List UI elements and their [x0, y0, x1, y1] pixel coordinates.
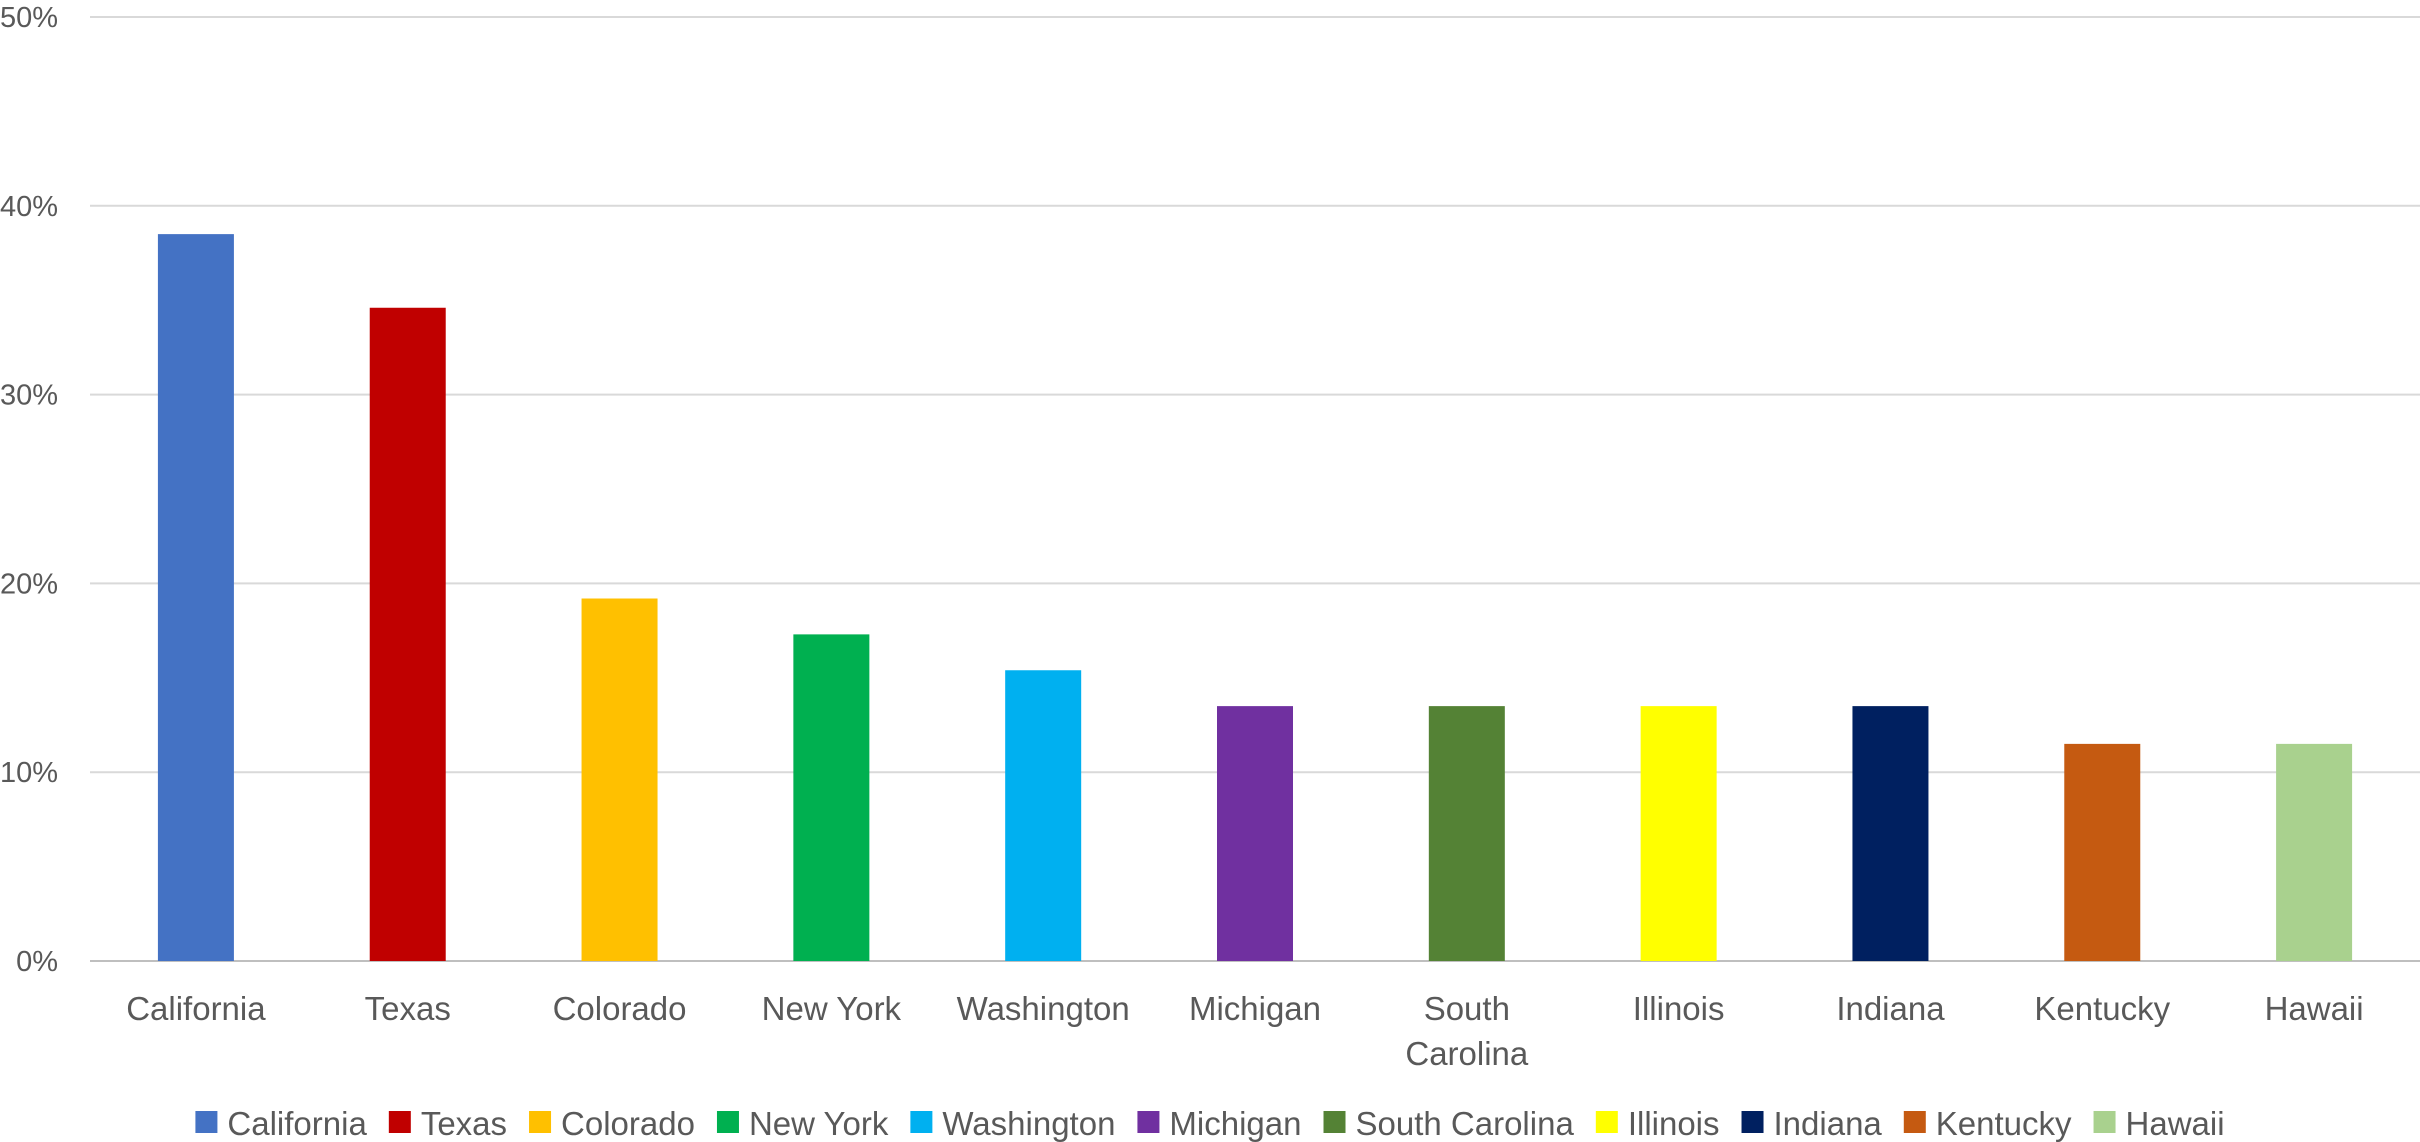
legend-item: Washington: [910, 1105, 1115, 1142]
legend-swatch: [1137, 1111, 1160, 1133]
y-tick-label: 30%: [0, 380, 58, 412]
bar: [1640, 706, 1717, 961]
bar: [793, 634, 870, 961]
y-tick-label: 40%: [0, 191, 58, 223]
x-tick-label: Texas: [365, 990, 451, 1027]
legend-label: California: [227, 1105, 367, 1142]
legend-swatch: [1741, 1111, 1764, 1133]
bar: [157, 234, 234, 961]
x-tick-label: Illinois: [1633, 990, 1725, 1027]
bar: [1005, 670, 1082, 961]
legend-swatch: [388, 1111, 411, 1133]
bar: [2064, 743, 2141, 961]
bars: [157, 234, 2353, 961]
legend-item: Colorado: [529, 1105, 695, 1142]
y-axis-tick-labels: 0% 10% 20% 30% 40% 50%: [0, 2, 58, 978]
legend-item: California: [195, 1105, 367, 1142]
x-tick-label: California: [126, 990, 266, 1027]
legend-item: South Carolina: [1323, 1105, 1575, 1142]
legend-label: Kentucky: [1936, 1105, 2072, 1142]
legend-label: Texas: [421, 1105, 507, 1142]
legend-item: Kentucky: [1903, 1105, 2072, 1142]
legend-label: Hawaii: [2126, 1105, 2225, 1142]
legend-label: Colorado: [561, 1105, 695, 1142]
y-tick-label: 0%: [16, 946, 58, 978]
legend-swatch: [1323, 1111, 1346, 1133]
legend-swatch: [195, 1111, 218, 1133]
bar: [1217, 706, 1293, 961]
legend-swatch: [716, 1111, 739, 1133]
y-tick-label: 20%: [0, 568, 58, 600]
bar: [1852, 706, 1929, 961]
x-tick-label: New York: [762, 990, 902, 1027]
legend-label: Washington: [942, 1105, 1115, 1142]
y-tick-label: 10%: [0, 757, 58, 789]
x-tick-label: South Carolina: [1405, 990, 1529, 1072]
bar: [2276, 743, 2353, 961]
x-tick-label: Hawaii: [2265, 990, 2364, 1027]
gridlines: [90, 16, 2420, 962]
legend-swatch: [910, 1111, 933, 1133]
legend-swatch: [2093, 1111, 2116, 1133]
legend-item: New York: [716, 1105, 889, 1142]
legend-label: Indiana: [1774, 1105, 1883, 1142]
x-axis-tick-labels: California Texas Colorado New York Washingto…: [126, 990, 2363, 1072]
x-tick-label: Michigan: [1189, 990, 1321, 1027]
x-tick-label: Kentucky: [2034, 990, 2170, 1027]
x-tick-label: Colorado: [553, 990, 687, 1027]
y-tick-label: 50%: [0, 2, 58, 34]
bar: [369, 307, 446, 961]
legend-item: Indiana: [1741, 1105, 1883, 1142]
legend-swatch: [1903, 1111, 1926, 1133]
legend-label: Michigan: [1169, 1105, 1301, 1142]
legend-label: New York: [749, 1105, 889, 1142]
legend-label: South Carolina: [1356, 1105, 1575, 1142]
legend-item: Michigan: [1137, 1105, 1302, 1142]
legend-item: Texas: [388, 1105, 507, 1142]
x-tick-label: Washington: [957, 990, 1130, 1027]
bar: [1428, 706, 1505, 961]
x-tick-label: Indiana: [1836, 990, 1945, 1027]
legend: California Texas Colorado New York Washingto…: [195, 1105, 2225, 1142]
legend-item: Hawaii: [2093, 1105, 2225, 1142]
legend-label: Illinois: [1628, 1105, 1720, 1142]
legend-item: Illinois: [1595, 1105, 1720, 1142]
bar: [581, 598, 658, 961]
legend-swatch: [1595, 1111, 1618, 1133]
legend-swatch: [529, 1111, 552, 1133]
